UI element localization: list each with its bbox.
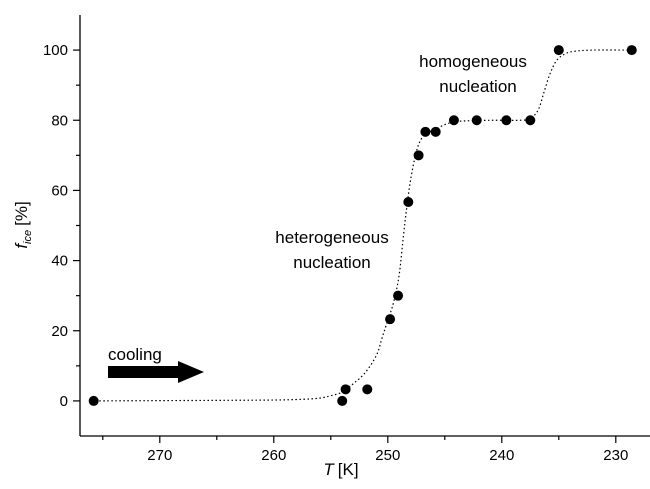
annotation-cooling: cooling bbox=[108, 345, 162, 364]
data-point bbox=[430, 126, 441, 137]
data-point bbox=[413, 150, 424, 161]
x-tick-label: 240 bbox=[489, 447, 514, 464]
x-tick-label: 230 bbox=[603, 447, 628, 464]
data-point bbox=[420, 126, 431, 137]
data-point bbox=[553, 45, 564, 56]
y-tick-label: 20 bbox=[51, 323, 68, 340]
data-point bbox=[393, 290, 404, 301]
data-point bbox=[471, 115, 482, 126]
y-tick-label: 100 bbox=[43, 42, 68, 59]
y-ticks: 0 20 40 60 80 100 bbox=[43, 42, 80, 410]
annotation-heterogeneous-line2: nucleation bbox=[293, 253, 371, 272]
x-tick-label: 270 bbox=[147, 447, 172, 464]
data-point bbox=[385, 314, 396, 325]
x-tick-label: 250 bbox=[375, 447, 400, 464]
annotation-heterogeneous-line1: heterogeneous bbox=[275, 228, 388, 247]
annotation-homogeneous-line2: nucleation bbox=[439, 77, 517, 96]
y-tick-label: 40 bbox=[51, 253, 68, 270]
data-point bbox=[626, 45, 637, 56]
y-tick-label: 80 bbox=[51, 112, 68, 129]
annotation-homogeneous-line1: homogeneous bbox=[419, 52, 527, 71]
x-axis-title: T [K] bbox=[323, 460, 358, 479]
data-point bbox=[337, 395, 348, 406]
data-points bbox=[88, 45, 637, 406]
data-point bbox=[88, 395, 99, 406]
data-point bbox=[448, 115, 459, 126]
x-tick-label: 260 bbox=[261, 447, 286, 464]
y-axis-title: fice[%] bbox=[12, 201, 34, 248]
data-point bbox=[403, 196, 414, 207]
data-point bbox=[362, 384, 373, 395]
fit-curve bbox=[91, 49, 632, 402]
data-point bbox=[340, 384, 351, 395]
data-point bbox=[525, 115, 536, 126]
cooling-arrow-icon bbox=[108, 361, 204, 383]
data-point bbox=[501, 115, 512, 126]
y-tick-label: 0 bbox=[60, 393, 68, 410]
y-tick-label: 60 bbox=[51, 182, 68, 199]
x-ticks: 270 260 250 240 230 bbox=[102, 436, 628, 464]
